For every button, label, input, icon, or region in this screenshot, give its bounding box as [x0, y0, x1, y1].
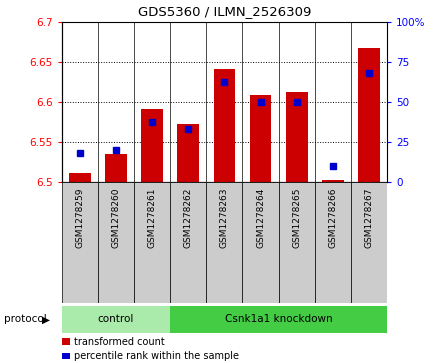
Text: GSM1278267: GSM1278267 — [365, 188, 374, 248]
Text: percentile rank within the sample: percentile rank within the sample — [74, 351, 239, 362]
Bar — [351, 182, 387, 303]
Text: transformed count: transformed count — [74, 337, 165, 347]
Bar — [322, 180, 344, 182]
Bar — [279, 182, 315, 303]
Bar — [105, 154, 127, 182]
Bar — [250, 95, 271, 182]
Bar — [358, 48, 380, 182]
Text: GSM1278260: GSM1278260 — [111, 188, 121, 248]
Text: GSM1278259: GSM1278259 — [75, 188, 84, 248]
Text: GSM1278264: GSM1278264 — [256, 188, 265, 248]
Bar — [141, 109, 163, 182]
Text: Csnk1a1 knockdown: Csnk1a1 knockdown — [225, 314, 333, 325]
Bar — [69, 173, 91, 182]
Bar — [177, 124, 199, 182]
Title: GDS5360 / ILMN_2526309: GDS5360 / ILMN_2526309 — [138, 5, 311, 18]
Bar — [170, 306, 387, 333]
Bar — [286, 92, 308, 182]
Bar — [98, 182, 134, 303]
Bar — [206, 182, 242, 303]
Text: GSM1278261: GSM1278261 — [147, 188, 157, 248]
Bar — [134, 182, 170, 303]
Text: GSM1278266: GSM1278266 — [328, 188, 337, 248]
Bar — [213, 69, 235, 182]
Bar — [170, 182, 206, 303]
Bar — [315, 182, 351, 303]
Bar — [242, 182, 279, 303]
Text: GSM1278263: GSM1278263 — [220, 188, 229, 248]
Text: GSM1278262: GSM1278262 — [184, 188, 193, 248]
Bar — [62, 306, 170, 333]
Text: protocol: protocol — [4, 314, 47, 325]
Text: GSM1278265: GSM1278265 — [292, 188, 301, 248]
Text: ▶: ▶ — [42, 314, 50, 325]
Bar — [62, 182, 98, 303]
Text: control: control — [98, 314, 134, 325]
